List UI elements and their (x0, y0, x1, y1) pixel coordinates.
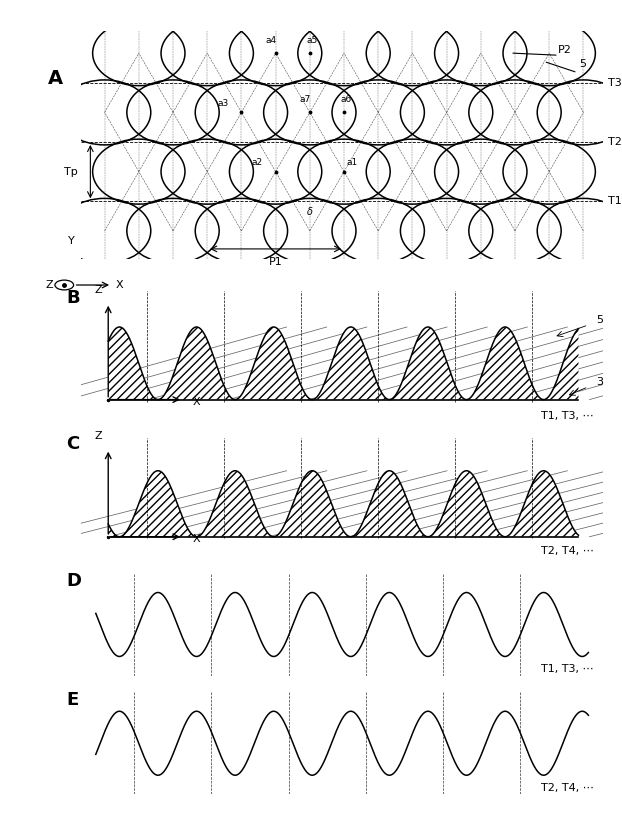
Text: Z: Z (95, 285, 102, 295)
Text: 5: 5 (580, 59, 587, 69)
Text: a1: a1 (347, 158, 358, 167)
Text: P2: P2 (558, 45, 572, 55)
Text: X: X (193, 534, 200, 544)
Text: T1: T1 (608, 197, 622, 206)
Text: C: C (66, 435, 79, 453)
Text: T2: T2 (608, 137, 622, 147)
Text: a7: a7 (299, 95, 310, 104)
Text: X: X (193, 396, 200, 406)
Text: a3: a3 (218, 98, 229, 107)
Text: a4: a4 (266, 35, 276, 44)
Text: Z: Z (45, 280, 53, 290)
Text: X: X (116, 280, 124, 290)
Text: a5: a5 (307, 35, 318, 44)
Text: Y: Y (68, 236, 75, 246)
Text: T1, T3, ⋯: T1, T3, ⋯ (541, 411, 593, 421)
Text: Z: Z (95, 432, 102, 441)
Text: E: E (66, 691, 78, 709)
Text: B: B (66, 289, 80, 307)
Text: 3: 3 (596, 378, 603, 387)
Text: $\delta$: $\delta$ (306, 205, 313, 216)
Text: T3: T3 (608, 78, 622, 88)
Text: D: D (66, 572, 81, 590)
Text: a2: a2 (252, 158, 263, 167)
Text: Tp: Tp (65, 166, 78, 177)
Text: P1: P1 (269, 257, 282, 267)
Text: T2, T4, ⋯: T2, T4, ⋯ (541, 783, 593, 794)
Text: T2, T4, ⋯: T2, T4, ⋯ (541, 546, 593, 556)
Text: 5: 5 (596, 315, 603, 325)
Text: T1, T3, ⋯: T1, T3, ⋯ (541, 664, 593, 675)
Text: A: A (48, 70, 63, 88)
Text: a6: a6 (341, 95, 352, 104)
